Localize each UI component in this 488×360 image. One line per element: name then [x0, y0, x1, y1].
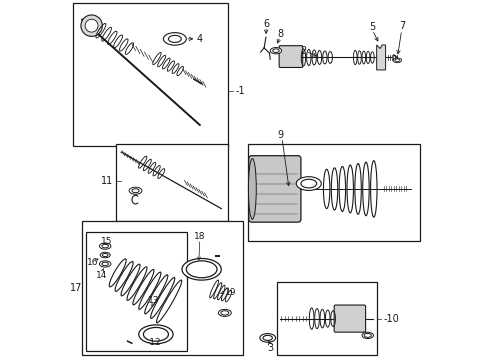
Text: 6: 6	[263, 18, 269, 28]
Circle shape	[81, 15, 102, 36]
Ellipse shape	[132, 189, 139, 193]
Text: 8: 8	[277, 28, 284, 39]
Ellipse shape	[263, 335, 272, 341]
Text: 3: 3	[266, 343, 273, 353]
Polygon shape	[116, 144, 228, 221]
Ellipse shape	[143, 328, 168, 341]
Ellipse shape	[272, 49, 279, 53]
Text: 17: 17	[70, 283, 82, 293]
Ellipse shape	[364, 333, 370, 337]
Ellipse shape	[259, 334, 275, 342]
Polygon shape	[73, 3, 228, 146]
Ellipse shape	[168, 35, 181, 42]
Ellipse shape	[100, 252, 110, 258]
FancyBboxPatch shape	[279, 46, 302, 67]
Ellipse shape	[99, 261, 111, 267]
Ellipse shape	[102, 262, 108, 266]
Text: 14: 14	[96, 271, 107, 280]
Text: 7: 7	[398, 21, 405, 31]
Text: 15: 15	[101, 237, 113, 246]
Ellipse shape	[99, 243, 111, 249]
Ellipse shape	[102, 253, 108, 257]
Ellipse shape	[221, 311, 228, 315]
Ellipse shape	[300, 179, 316, 188]
Ellipse shape	[129, 187, 142, 194]
Ellipse shape	[163, 33, 186, 45]
Text: 4: 4	[196, 34, 203, 44]
Text: 19: 19	[224, 288, 236, 297]
Text: 2: 2	[300, 46, 306, 56]
Ellipse shape	[296, 177, 321, 190]
Text: -12: -12	[146, 338, 161, 347]
Circle shape	[85, 19, 98, 32]
Ellipse shape	[186, 261, 217, 278]
Text: -10: -10	[383, 314, 399, 324]
FancyBboxPatch shape	[248, 156, 300, 222]
Polygon shape	[276, 282, 376, 355]
Ellipse shape	[248, 158, 256, 219]
Text: 11: 11	[101, 176, 113, 186]
Polygon shape	[247, 144, 419, 241]
Ellipse shape	[139, 325, 173, 344]
Ellipse shape	[361, 332, 373, 338]
Ellipse shape	[394, 59, 399, 62]
Text: 16: 16	[87, 258, 99, 267]
Ellipse shape	[182, 258, 221, 280]
Ellipse shape	[270, 48, 281, 54]
Polygon shape	[85, 232, 187, 351]
Text: -1: -1	[235, 86, 244, 96]
Polygon shape	[376, 45, 385, 70]
Polygon shape	[82, 221, 242, 355]
Text: 13: 13	[148, 296, 159, 305]
Ellipse shape	[218, 309, 231, 316]
Text: 18: 18	[194, 232, 205, 241]
Text: 9: 9	[277, 130, 283, 140]
Ellipse shape	[102, 244, 108, 248]
FancyBboxPatch shape	[333, 305, 365, 332]
Ellipse shape	[392, 58, 401, 63]
Text: 5: 5	[368, 22, 375, 32]
